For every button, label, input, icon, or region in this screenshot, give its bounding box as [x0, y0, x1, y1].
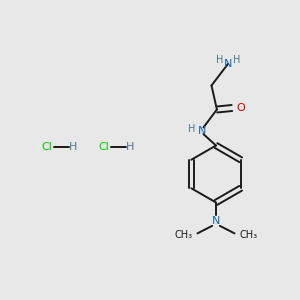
Text: H: H: [126, 142, 134, 152]
Text: N: N: [224, 59, 232, 69]
Text: O: O: [236, 103, 245, 113]
Bar: [211, 216, 221, 225]
Text: H: H: [188, 124, 196, 134]
Text: Cl: Cl: [98, 142, 109, 152]
Text: H: H: [69, 142, 77, 152]
Text: H: H: [233, 55, 240, 65]
Text: H: H: [216, 55, 223, 65]
Text: N: N: [198, 126, 206, 136]
Text: CH₃: CH₃: [239, 230, 257, 240]
Text: CH₃: CH₃: [175, 230, 193, 240]
Text: N: N: [212, 215, 220, 226]
Text: Cl: Cl: [41, 142, 52, 152]
